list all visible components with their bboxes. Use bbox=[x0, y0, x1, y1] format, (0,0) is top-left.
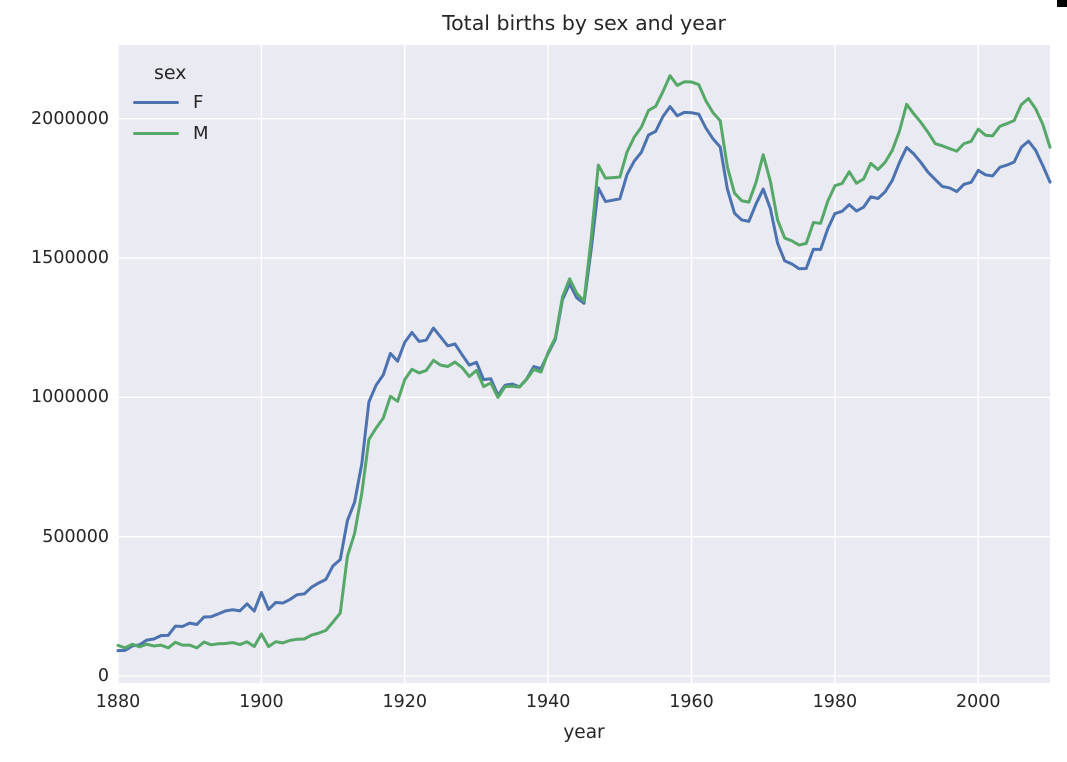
x-tick-label: 2000 bbox=[956, 692, 1001, 712]
x-tick-label: 1940 bbox=[525, 692, 571, 712]
corner-artifact bbox=[1057, 0, 1067, 7]
legend-item-label: F bbox=[193, 92, 204, 113]
x-tick-label: 1880 bbox=[95, 692, 141, 712]
x-tick-label: 1980 bbox=[812, 692, 858, 712]
x-tick-label: 1900 bbox=[239, 692, 284, 712]
legend-title: sex bbox=[154, 62, 187, 84]
legend-item-label: M bbox=[193, 123, 209, 144]
x-axis-label: year bbox=[563, 722, 605, 743]
series-line-M bbox=[116, 74, 1052, 650]
legend-item-F: F bbox=[133, 87, 209, 118]
axes-background bbox=[118, 45, 1050, 683]
x-tick-label: 1960 bbox=[669, 692, 714, 712]
y-tick-label: 1000000 bbox=[31, 387, 109, 408]
series-line-F bbox=[116, 105, 1052, 653]
x-tick-label: 1920 bbox=[382, 692, 428, 712]
y-tick-label: 1500000 bbox=[31, 248, 109, 269]
legend-item-M: M bbox=[133, 118, 209, 149]
y-tick-label: 2000000 bbox=[31, 108, 109, 129]
legend-swatch-M bbox=[133, 131, 179, 136]
legend-swatch-F bbox=[133, 100, 179, 105]
chart-title: Total births by sex and year bbox=[442, 11, 726, 35]
y-tick-label: 0 bbox=[97, 666, 109, 687]
y-tick-label: 500000 bbox=[42, 526, 109, 547]
